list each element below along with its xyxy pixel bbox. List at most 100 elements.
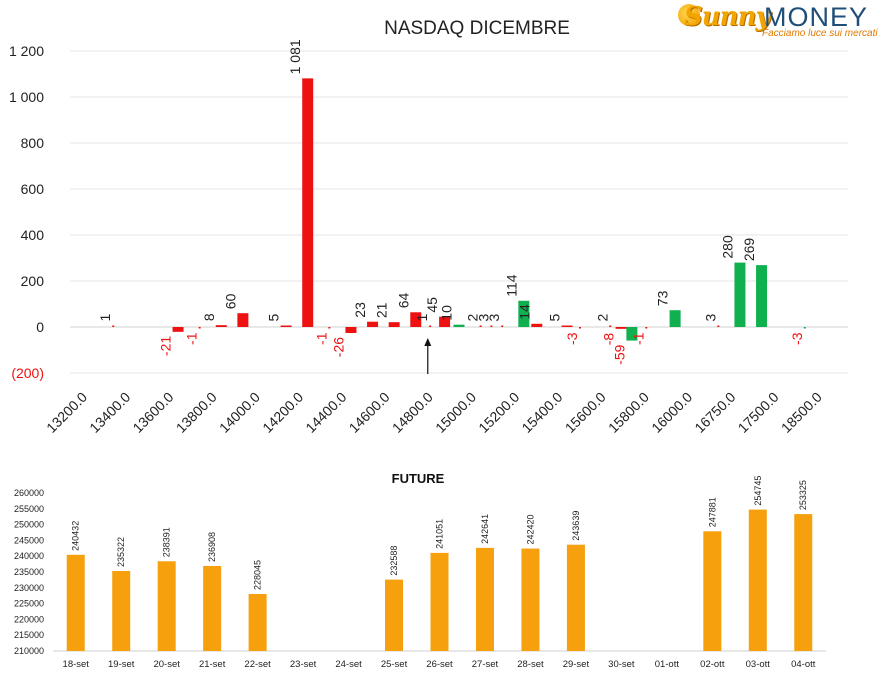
x-tick-label: 21-set	[199, 659, 226, 670]
bar	[157, 561, 176, 651]
bar	[479, 325, 482, 327]
y-tick-label: 215000	[14, 630, 44, 640]
data-label: 64	[395, 292, 411, 308]
y-axis-ticks: (200) 0 200 400 600 800 1 000 1 200	[9, 43, 44, 381]
data-label: 21	[374, 302, 390, 318]
data-label: -21	[158, 336, 174, 356]
x-tick-label: 23-set	[290, 659, 317, 670]
y-tick-label: 240000	[14, 551, 44, 561]
bar	[803, 327, 806, 329]
bar	[112, 570, 131, 651]
data-label: 280	[719, 235, 735, 259]
x-axis-ticks: 18-set 19-set 20-set 21-set 22-set 23-set 24-s…	[63, 659, 816, 670]
bar	[669, 310, 681, 327]
x-tick-label: 14600.0	[346, 389, 393, 436]
brand-word-sunny: Sunny	[684, 2, 771, 32]
brand-tagline: Facciamo luce sui mercati	[762, 28, 878, 39]
y-tick-label: 235000	[14, 567, 44, 577]
data-label: 235322	[116, 537, 126, 567]
bar	[429, 325, 432, 327]
bar	[198, 327, 201, 329]
data-label: -3	[789, 332, 805, 345]
data-label: 247881	[707, 497, 717, 527]
data-label: -59	[611, 344, 627, 364]
bar	[66, 554, 85, 651]
x-tick-label: 15800.0	[605, 389, 652, 436]
bar	[703, 531, 722, 651]
x-tick-label: 20-set	[153, 659, 180, 670]
nasdaq-chart: NASDAQ DICEMBRE (200) 0 200 400 600 800 1 000 1…	[9, 18, 848, 436]
bar	[518, 300, 530, 327]
data-labels: 240432 235322 238391 236908 228045 232588 2410…	[71, 476, 809, 590]
x-axis-ticks: 13200.013400.013600.013800.014000.014200…	[43, 389, 825, 436]
data-label: 228045	[253, 560, 263, 590]
data-label: 5	[266, 314, 282, 322]
x-tick-label: 28-set	[517, 659, 544, 670]
data-label: -1	[184, 332, 200, 345]
x-tick-label: 15600.0	[562, 389, 609, 436]
y-tick-label: (200)	[11, 365, 44, 381]
data-label: -8	[601, 333, 617, 346]
data-label: 3	[486, 314, 502, 322]
data-label: 269	[741, 238, 757, 262]
bar	[280, 325, 292, 327]
data-label: 2	[594, 314, 610, 322]
data-label: 2	[465, 314, 481, 322]
x-tick-label: 15200.0	[475, 389, 522, 436]
bar	[521, 548, 540, 651]
arrow-head	[424, 338, 432, 346]
data-label: 253325	[798, 480, 808, 510]
brand-logo: Sunny MONEY Facciamo luce sui mercati	[676, 2, 880, 46]
bar	[430, 552, 449, 651]
data-label: 243639	[571, 511, 581, 541]
bar	[302, 78, 314, 328]
bar	[609, 325, 612, 327]
bar	[566, 544, 585, 651]
bar	[475, 547, 494, 651]
y-tick-label: 220000	[14, 614, 44, 624]
bar	[756, 265, 768, 327]
x-tick-label: 19-set	[108, 659, 135, 670]
x-tick-label: 01-ott	[655, 659, 680, 670]
x-tick-label: 16750.0	[691, 389, 738, 436]
data-label: 1	[414, 314, 430, 322]
x-tick-label: 17500.0	[735, 389, 782, 436]
y-tick-label: 250000	[14, 520, 44, 530]
x-tick-label: 16000.0	[648, 389, 695, 436]
data-label: 1	[97, 314, 113, 322]
bar	[172, 327, 184, 332]
y-tick-label: 600	[21, 181, 45, 197]
x-tick-label: 24-set	[335, 659, 362, 670]
gridlines	[70, 50, 848, 374]
y-tick-label: 400	[21, 227, 45, 243]
x-tick-label: 27-set	[472, 659, 499, 670]
bar	[439, 316, 451, 327]
x-tick-label: 13600.0	[129, 389, 176, 436]
data-label: 8	[201, 313, 217, 321]
y-tick-label: 0	[36, 319, 44, 335]
bar	[717, 325, 720, 327]
chart-title: NASDAQ DICEMBRE	[384, 18, 570, 39]
bar	[453, 324, 465, 327]
data-label: -1	[630, 332, 646, 345]
x-tick-label: 14400.0	[302, 389, 349, 436]
bar	[490, 325, 493, 327]
bar	[645, 327, 648, 329]
data-label: 3	[702, 314, 718, 322]
x-tick-label: 15400.0	[518, 389, 565, 436]
data-label: 232588	[389, 546, 399, 576]
data-label: 236908	[207, 532, 217, 562]
y-tick-label: 260000	[14, 488, 44, 498]
x-tick-label: 13800.0	[173, 389, 220, 436]
bar	[626, 327, 638, 341]
data-label: -3	[564, 332, 580, 345]
data-label: 254745	[753, 476, 763, 506]
bar	[328, 327, 331, 329]
x-tick-label: 13400.0	[86, 389, 133, 436]
data-label: 3	[475, 314, 491, 322]
data-label: -1	[313, 332, 329, 345]
data-label: 242641	[480, 514, 490, 544]
data-label: 242420	[525, 515, 535, 545]
y-tick-label: 1 200	[9, 43, 44, 59]
